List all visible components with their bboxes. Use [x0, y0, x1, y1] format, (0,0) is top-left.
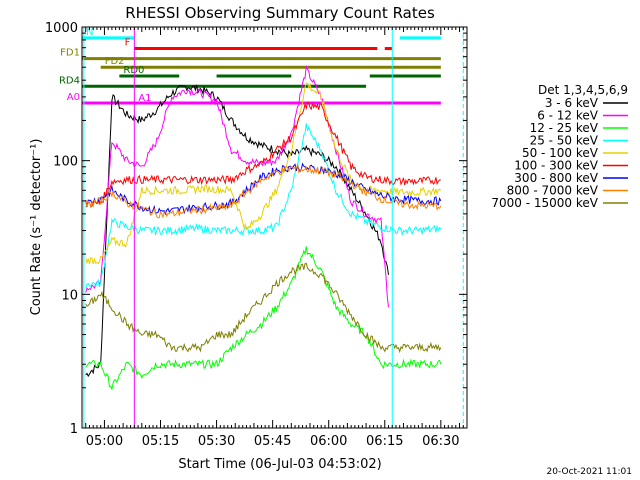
legend-label: 6 - 12 keV	[537, 109, 599, 123]
footer-timestamp: 20-Oct-2021 11:01	[547, 467, 632, 477]
chart-title: RHESSI Observing Summary Count Rates	[125, 4, 435, 22]
flag-bar-label: RD4	[59, 75, 80, 86]
legend-label: 50 - 100 keV	[522, 146, 599, 160]
series-line	[85, 82, 442, 265]
legend-label: 25 - 50 keV	[530, 134, 599, 148]
flag-bar-label: FD1	[60, 48, 80, 59]
series-line	[85, 162, 442, 216]
legend-label: 3 - 6 keV	[545, 96, 599, 110]
x-tick-label: 05:30	[198, 434, 235, 449]
series-layer	[85, 65, 442, 391]
series-line	[85, 246, 442, 391]
x-tick-label: 06:00	[310, 434, 347, 449]
series-line	[85, 123, 442, 288]
series-line	[85, 84, 389, 378]
plot-frame	[81, 26, 468, 429]
y-tick-label: 100	[53, 155, 78, 170]
flag-bars: NFFD1FD2RD0RD4A0A1	[59, 27, 441, 105]
y-tick-label: 10	[61, 288, 78, 303]
flag-bar-label: F	[125, 38, 131, 49]
series-line	[85, 101, 441, 208]
legend-label: 7000 - 15000 keV	[491, 196, 598, 210]
y-axis-label: Count Rate (s⁻¹ detector⁻¹)	[29, 139, 44, 316]
x-tick-label: 05:00	[86, 434, 123, 449]
flag-bar-label: FD2	[105, 56, 125, 67]
legend-label: 12 - 25 keV	[530, 121, 599, 135]
x-tick-label: 06:30	[422, 434, 459, 449]
flag-bar-label: A0	[67, 92, 80, 103]
x-tick-label: 05:15	[142, 434, 179, 449]
x-axis: 05:00 05:15 05:30 05:45 06:00 06:15 06:30	[81, 27, 468, 449]
x-tick-label: 05:45	[254, 434, 291, 449]
y-tick-label: 1	[70, 422, 78, 437]
y-tick-label: 1000	[45, 21, 78, 36]
x-tick-label: 06:15	[366, 434, 403, 449]
series-line	[85, 262, 442, 354]
series-line	[85, 163, 442, 219]
flag-bar-label: N	[86, 27, 93, 38]
legend-label: 800 - 7000 keV	[507, 184, 599, 198]
flag-bar-label: A1	[138, 93, 151, 104]
legend-label: 300 - 800 keV	[514, 171, 598, 185]
x-axis-label: Start Time (06-Jul-03 04:53:02)	[178, 457, 381, 472]
series-line	[85, 65, 389, 308]
legend-label: 100 - 300 keV	[514, 159, 598, 173]
vertical-markers	[83, 27, 464, 428]
legend-title: Det 1,3,4,5,6,9	[538, 83, 628, 97]
